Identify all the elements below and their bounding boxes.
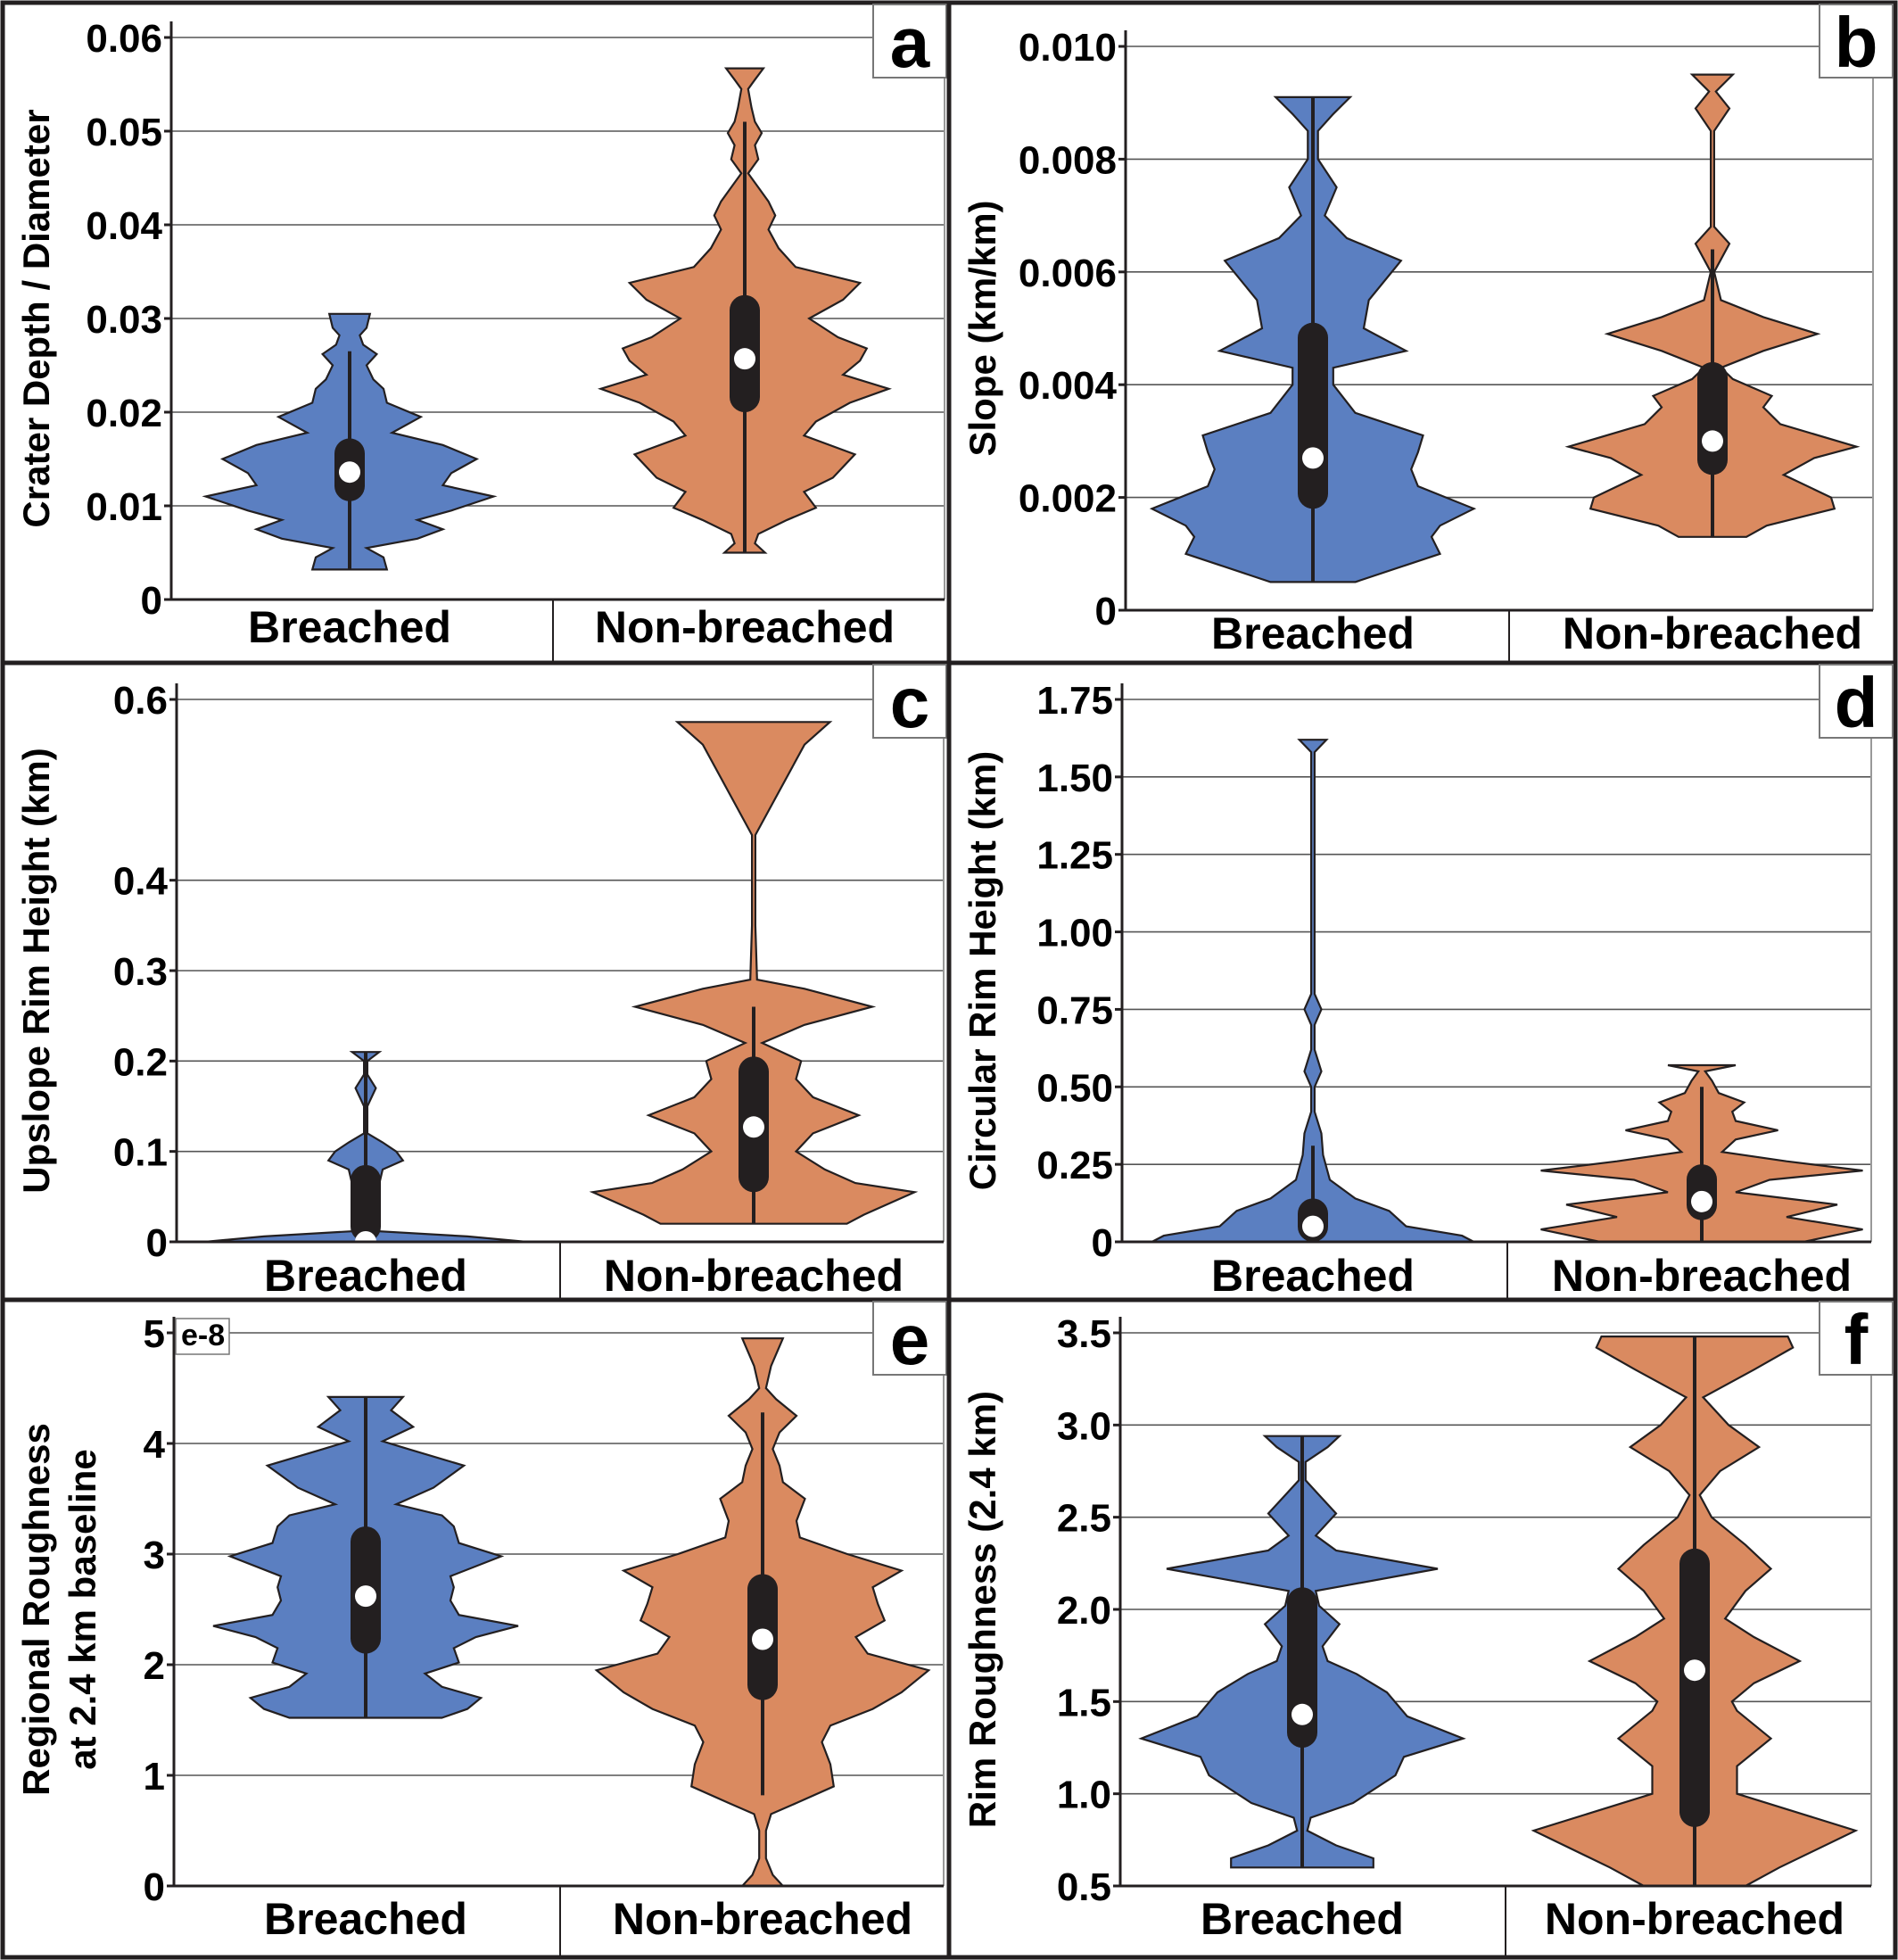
median-dot	[355, 1585, 376, 1608]
x-category-label: Non-breached	[595, 602, 895, 652]
median-dot	[1291, 1703, 1313, 1725]
y-tick-label: 0.05	[86, 111, 162, 154]
y-axis-label: Rim Roughness (2.4 km)	[961, 1391, 1003, 1828]
y-tick-label: 0.008	[1019, 138, 1117, 182]
panel-b: 0 0.002 0.004 0.006 0.008 0.010 Breached Non-br…	[946, 0, 1898, 666]
y-tick-label: 0	[141, 579, 162, 623]
median-dot	[743, 1116, 764, 1138]
x-category-label: Non-breached	[1563, 608, 1862, 658]
y-tick-label: 0.5	[1057, 1865, 1111, 1909]
panel-d: 0 0.25 0.50 0.75 1.00 1.25 1.50 1.75 Breached Non…	[946, 660, 1898, 1303]
x-category-label: Breached	[1211, 1251, 1415, 1301]
y-axis-label: Regional Roughness	[15, 1423, 57, 1796]
y-tick-label: 0.75	[1036, 988, 1113, 1032]
median-dot	[1302, 447, 1324, 469]
y-tick-label: 0.04	[86, 204, 162, 248]
y-tick-label: 0.4	[113, 860, 169, 904]
y-tick-label: 1.50	[1036, 757, 1113, 800]
median-dot	[1702, 430, 1723, 452]
panel-letter-box	[872, 664, 947, 739]
x-category-label: Non-breached	[1552, 1251, 1852, 1301]
y-tick-label: 0.06	[86, 17, 162, 61]
y-axis-label: Upslope Rim Height (km)	[15, 748, 57, 1193]
median-dot	[339, 461, 360, 484]
median-dot	[734, 348, 755, 370]
y-tick-label: 0.03	[86, 298, 162, 342]
median-dot	[752, 1628, 773, 1650]
axis-multiplier-box	[175, 1318, 230, 1355]
x-category-label: Non-breached	[1545, 1894, 1844, 1944]
y-tick-label: 5	[144, 1312, 165, 1356]
x-category-label: Breached	[264, 1894, 467, 1944]
panel-letter-box	[1819, 1301, 1894, 1376]
panel-f: 0.5 1.0 1.5 2.0 2.5 3.0 3.5 Breached Non-breache…	[946, 1297, 1898, 1960]
violin-non-breached	[589, 721, 919, 1225]
y-tick-label: 1.0	[1057, 1774, 1111, 1817]
y-tick-label: 1.5	[1057, 1681, 1111, 1724]
iqr-box	[1679, 1548, 1710, 1827]
panel-c: 0 0.1 0.2 0.3 0.4 0.6 Breached Non-breached Upsl…	[0, 660, 952, 1303]
y-tick-label: 0	[1095, 590, 1117, 633]
y-tick-label: 1.75	[1036, 679, 1113, 723]
violin-breached	[1151, 739, 1475, 1244]
y-axis-label: Crater Depth / Diameter	[15, 109, 57, 527]
median-dot	[1691, 1190, 1712, 1212]
y-tick-label: 1	[144, 1755, 165, 1799]
y-tick-label: 0.006	[1019, 252, 1117, 295]
y-tick-label: 1.00	[1036, 912, 1113, 955]
iqr-box	[351, 1164, 381, 1242]
y-axis-label: Slope (km/km)	[961, 200, 1003, 456]
y-tick-label: 3.5	[1057, 1312, 1111, 1356]
iqr-box	[1697, 361, 1728, 476]
y-tick-label: 1.25	[1036, 834, 1113, 878]
y-tick-label: 3.0	[1057, 1404, 1111, 1448]
y-tick-label: 0.004	[1019, 364, 1118, 408]
y-tick-label: 0	[1092, 1221, 1113, 1265]
x-category-label: Non-breached	[604, 1251, 904, 1301]
panel-a: 0 0.01 0.02 0.03 0.04 0.05 0.06 Breached Non-bre…	[0, 0, 952, 666]
panel-letter: c	[890, 663, 930, 742]
y-axis-label: Circular Rim Height (km)	[961, 751, 1003, 1190]
y-tick-label: 0.002	[1019, 477, 1117, 521]
panel-letter-box	[872, 4, 947, 79]
panel-letter: f	[1844, 1300, 1869, 1379]
panel-e: 0 1 2 3 4 5 Breached Non-breached Regional Rough…	[0, 1297, 952, 1960]
y-tick-label: 2.5	[1057, 1497, 1111, 1541]
y-tick-label: 0.25	[1036, 1144, 1113, 1187]
panel-letter: d	[1835, 663, 1878, 742]
y-tick-label: 0.02	[86, 392, 162, 435]
iqr-box	[1298, 322, 1328, 509]
panel-letter-box	[1819, 664, 1894, 739]
y-tick-label: 0	[146, 1221, 168, 1265]
y-tick-label: 0.010	[1019, 26, 1117, 70]
y-tick-label: 4	[144, 1423, 166, 1467]
y-tick-label: 0.3	[113, 950, 168, 994]
y-tick-label: 0.6	[113, 679, 168, 723]
y-tick-label: 2	[144, 1644, 165, 1688]
y-tick-label: 0	[144, 1865, 165, 1909]
panel-letter: e	[890, 1300, 930, 1379]
y-tick-label: 2.0	[1057, 1589, 1111, 1633]
y-tick-label: 0.2	[113, 1040, 168, 1084]
x-category-label: Breached	[1201, 1894, 1404, 1944]
x-category-label: Breached	[264, 1251, 467, 1301]
x-category-label: Breached	[1211, 608, 1415, 658]
y-tick-label: 3	[144, 1534, 165, 1577]
median-dot	[1684, 1659, 1705, 1682]
panel-letter: b	[1835, 3, 1878, 82]
y-axis-label: at 2.4 km baseline	[62, 1449, 103, 1770]
y-tick-label: 0.50	[1036, 1066, 1113, 1110]
panel-letter: a	[890, 3, 930, 82]
y-tick-label: 0.01	[86, 485, 162, 529]
panel-letter-box	[872, 1301, 947, 1376]
axis-multiplier: e-8	[181, 1319, 225, 1352]
x-category-label: Non-breached	[613, 1894, 912, 1944]
y-tick-label: 0.1	[113, 1131, 168, 1175]
x-category-label: Breached	[248, 602, 451, 652]
median-dot	[1302, 1215, 1324, 1237]
panel-letter-box	[1819, 4, 1894, 79]
